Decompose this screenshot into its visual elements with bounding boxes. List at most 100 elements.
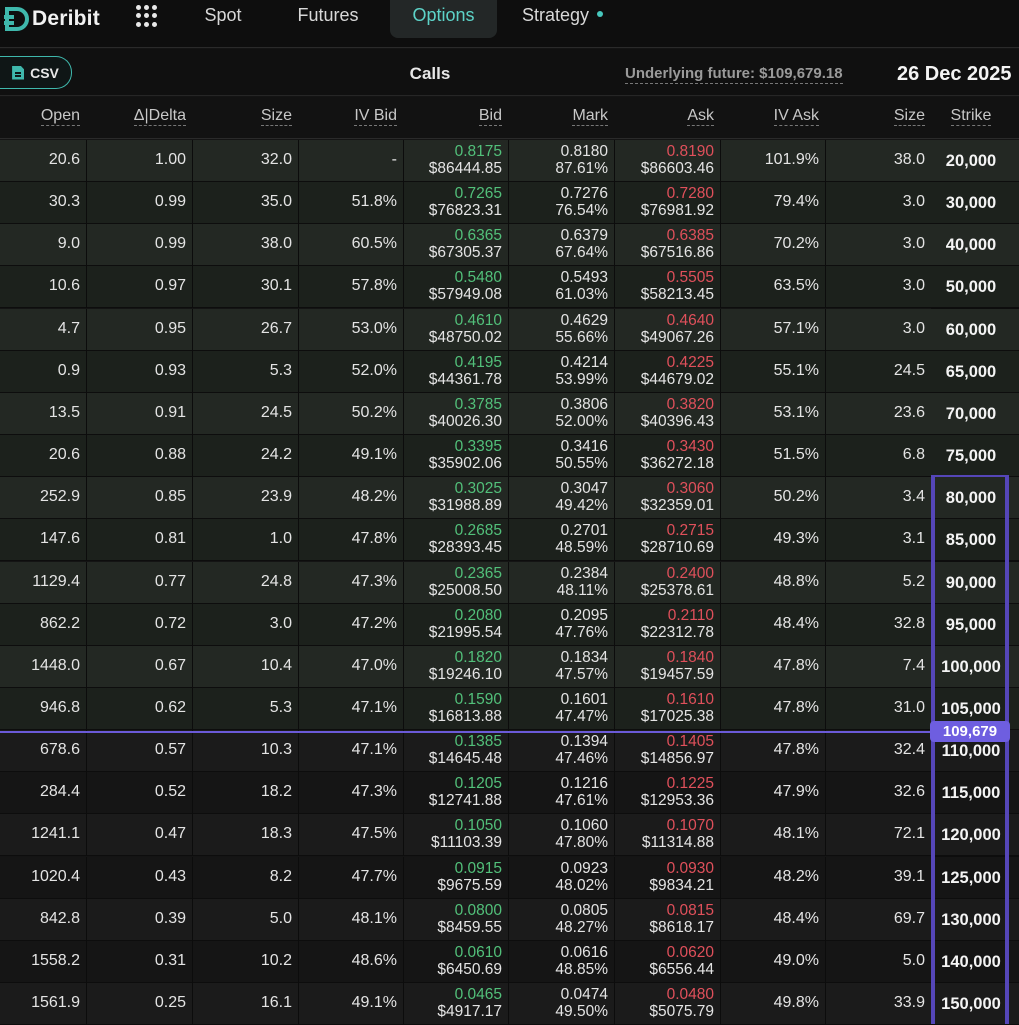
nav-tab-strategy[interactable]: Strategy [522, 0, 622, 36]
bid-cell[interactable]: 0.2685 $28393.45 [405, 522, 502, 556]
ask-cell[interactable]: 0.0815 $8618.17 [616, 902, 714, 936]
bid-cell[interactable]: 0.7265 $76823.31 [405, 185, 502, 219]
bid-cell[interactable]: 0.0610 $6450.69 [405, 944, 502, 978]
table-row[interactable]: 284.4 0.52 18.2 47.3% 47.9% 32.6 0.1205 $12741.… [0, 772, 1019, 815]
ask-cell[interactable]: 0.1225 $12953.36 [616, 775, 714, 809]
ask-cell[interactable]: 0.1405 $14856.97 [616, 733, 714, 767]
bid-cell[interactable]: 0.1385 $14645.48 [405, 733, 502, 767]
mark-cell[interactable]: 0.1394 47.46% [510, 733, 608, 767]
bid-cell[interactable]: 0.3785 $40026.30 [405, 396, 502, 430]
mark-cell[interactable]: 0.3047 49.42% [510, 480, 608, 514]
table-row[interactable]: 10.6 0.97 30.1 57.8% 63.5% 3.0 0.5480 $57949.08… [0, 266, 1019, 309]
bid-cell[interactable]: 0.6365 $67305.37 [405, 227, 502, 261]
ask-cell[interactable]: 0.0480 $5075.79 [616, 986, 714, 1020]
table-row[interactable]: 1241.1 0.47 18.3 47.5% 48.1% 72.1 0.1050 $11103… [0, 814, 1019, 857]
mark-cell[interactable]: 0.3806 52.00% [510, 396, 608, 430]
table-row[interactable]: 678.6 0.57 10.3 47.1% 47.8% 32.4 0.1385 $14645.… [0, 730, 1019, 773]
column-header-strike[interactable]: Strike [932, 107, 1010, 126]
ask-cell[interactable]: 0.2110 $22312.78 [616, 607, 714, 641]
bid-cell[interactable]: 0.1205 $12741.88 [405, 775, 502, 809]
bid-cell[interactable]: 0.3025 $31988.89 [405, 480, 502, 514]
table-row[interactable]: 1020.4 0.43 8.2 47.7% 48.2% 39.1 0.0915 $9675.5… [0, 856, 1019, 899]
table-row[interactable]: 252.9 0.85 23.9 48.2% 50.2% 3.4 0.3025 $31988.8… [0, 477, 1019, 520]
mark-cell[interactable]: 0.8180 87.61% [510, 143, 608, 177]
bid-cell[interactable]: 0.3395 $35902.06 [405, 438, 502, 472]
column-header-mark[interactable]: Mark [510, 107, 608, 126]
column-header-iv-ask[interactable]: IV Ask [722, 107, 819, 126]
column-header-delta[interactable]: Δ|Delta [90, 107, 186, 126]
table-row[interactable]: 147.6 0.81 1.0 47.8% 49.3% 3.1 0.2685 $28393.45… [0, 519, 1019, 562]
mark-cell[interactable]: 0.6379 67.64% [510, 227, 608, 261]
table-row[interactable]: 4.7 0.95 26.7 53.0% 57.1% 3.0 0.4610 $48750.02 0… [0, 308, 1019, 351]
bid-cell[interactable]: 0.4195 $44361.78 [405, 354, 502, 388]
mark-cell[interactable]: 0.0805 48.27% [510, 902, 608, 936]
table-row[interactable]: 862.2 0.72 3.0 47.2% 48.4% 32.8 0.2080 $21995.5… [0, 603, 1019, 646]
ask-cell[interactable]: 0.3820 $40396.43 [616, 396, 714, 430]
mark-cell[interactable]: 0.3416 50.55% [510, 438, 608, 472]
csv-export-button[interactable]: CSV [0, 56, 72, 89]
table-row[interactable]: 0.9 0.93 5.3 52.0% 55.1% 24.5 0.4195 $44361.78 0… [0, 350, 1019, 393]
mark-cell[interactable]: 0.1216 47.61% [510, 775, 608, 809]
bid-cell[interactable]: 0.1590 $16813.88 [405, 691, 502, 725]
table-row[interactable]: 946.8 0.62 5.3 47.1% 47.8% 31.0 0.1590 $16813.8… [0, 687, 1019, 730]
table-row[interactable]: 1561.9 0.25 16.1 49.1% 49.8% 33.9 0.0465 $4917.… [0, 983, 1019, 1025]
table-row[interactable]: 9.0 0.99 38.0 60.5% 70.2% 3.0 0.6365 $67305.37 0… [0, 224, 1019, 267]
column-header-size[interactable]: Size [196, 107, 292, 126]
bid-cell[interactable]: 0.5480 $57949.08 [405, 269, 502, 303]
bid-cell[interactable]: 0.2080 $21995.54 [405, 607, 502, 641]
table-row[interactable]: 1558.2 0.31 10.2 48.6% 49.0% 5.0 0.0610 $6450.6… [0, 940, 1019, 983]
ask-cell[interactable]: 0.3430 $36272.18 [616, 438, 714, 472]
mark-cell[interactable]: 0.0923 48.02% [510, 860, 608, 894]
mark-cell[interactable]: 0.5493 61.03% [510, 269, 608, 303]
bid-cell[interactable]: 0.8175 $86444.85 [405, 143, 502, 177]
table-row[interactable]: 20.6 1.00 32.0-101.9% 38.0 0.8175 $86444.85 0.… [0, 140, 1019, 182]
mark-cell[interactable]: 0.2701 48.59% [510, 522, 608, 556]
ask-cell[interactable]: 0.7280 $76981.92 [616, 185, 714, 219]
ask-cell[interactable]: 0.8190 $86603.46 [616, 143, 714, 177]
column-header-bid[interactable]: Bid [405, 107, 502, 126]
bid-cell[interactable]: 0.4610 $48750.02 [405, 312, 502, 346]
bid-cell[interactable]: 0.0800 $8459.55 [405, 902, 502, 936]
mark-cell[interactable]: 0.1834 47.57% [510, 649, 608, 683]
mark-cell[interactable]: 0.4214 53.99% [510, 354, 608, 388]
ask-cell[interactable]: 0.2715 $28710.69 [616, 522, 714, 556]
mark-cell[interactable]: 0.2384 48.11% [510, 565, 608, 599]
column-header-open[interactable]: Open [0, 107, 80, 126]
ask-cell[interactable]: 0.0930 $9834.21 [616, 860, 714, 894]
table-row[interactable]: 20.6 0.88 24.2 49.1% 51.5% 6.8 0.3395 $35902.06… [0, 435, 1019, 478]
table-row[interactable]: 13.5 0.91 24.5 50.2% 53.1% 23.6 0.3785 $40026.3… [0, 392, 1019, 435]
bid-cell[interactable]: 0.1050 $11103.39 [405, 817, 502, 851]
ask-cell[interactable]: 0.2400 $25378.61 [616, 565, 714, 599]
mark-cell[interactable]: 0.1060 47.80% [510, 817, 608, 851]
mark-cell[interactable]: 0.4629 55.66% [510, 312, 608, 346]
column-header-ask[interactable]: Ask [616, 107, 714, 126]
ask-cell[interactable]: 0.4225 $44679.02 [616, 354, 714, 388]
ask-cell[interactable]: 0.3060 $32359.01 [616, 480, 714, 514]
nav-tab-options[interactable]: Options [390, 0, 497, 38]
column-header-ask-size[interactable]: Size [828, 107, 925, 126]
bid-cell[interactable]: 0.0465 $4917.17 [405, 986, 502, 1020]
column-header-iv-bid[interactable]: IV Bid [302, 107, 397, 126]
mark-cell[interactable]: 0.7276 76.54% [510, 185, 608, 219]
underlying-future-price[interactable]: Underlying future: $109,679.18 [625, 65, 843, 84]
nav-tab-spot[interactable]: Spot [204, 5, 242, 25]
bid-cell[interactable]: 0.2365 $25008.50 [405, 565, 502, 599]
table-row[interactable]: 842.8 0.39 5.0 48.1% 48.4% 69.7 0.0800 $8459.55… [0, 898, 1019, 941]
table-row[interactable]: 30.3 0.99 35.0 51.8% 79.4% 3.0 0.7265 $76823.31… [0, 182, 1019, 225]
nav-tab-futures[interactable]: Futures [297, 5, 359, 25]
mark-cell[interactable]: 0.0474 49.50% [510, 986, 608, 1020]
ask-cell[interactable]: 0.5505 $58213.45 [616, 269, 714, 303]
ask-cell[interactable]: 0.0620 $6556.44 [616, 944, 714, 978]
table-row[interactable]: 1448.0 0.67 10.4 47.0% 47.8% 7.4 0.1820 $19246.… [0, 645, 1019, 688]
brand-logo[interactable]: Deribit [4, 6, 100, 32]
apps-grid-icon[interactable] [136, 5, 158, 27]
mark-cell[interactable]: 0.0616 48.85% [510, 944, 608, 978]
mark-cell[interactable]: 0.1601 47.47% [510, 691, 608, 725]
mark-cell[interactable]: 0.2095 47.76% [510, 607, 608, 641]
ask-cell[interactable]: 0.1840 $19457.59 [616, 649, 714, 683]
ask-cell[interactable]: 0.4640 $49067.26 [616, 312, 714, 346]
bid-cell[interactable]: 0.0915 $9675.59 [405, 860, 502, 894]
bid-cell[interactable]: 0.1820 $19246.10 [405, 649, 502, 683]
ask-cell[interactable]: 0.1070 $11314.88 [616, 817, 714, 851]
table-row[interactable]: 1129.4 0.77 24.8 47.3% 48.8% 5.2 0.2365 $25008.… [0, 561, 1019, 604]
